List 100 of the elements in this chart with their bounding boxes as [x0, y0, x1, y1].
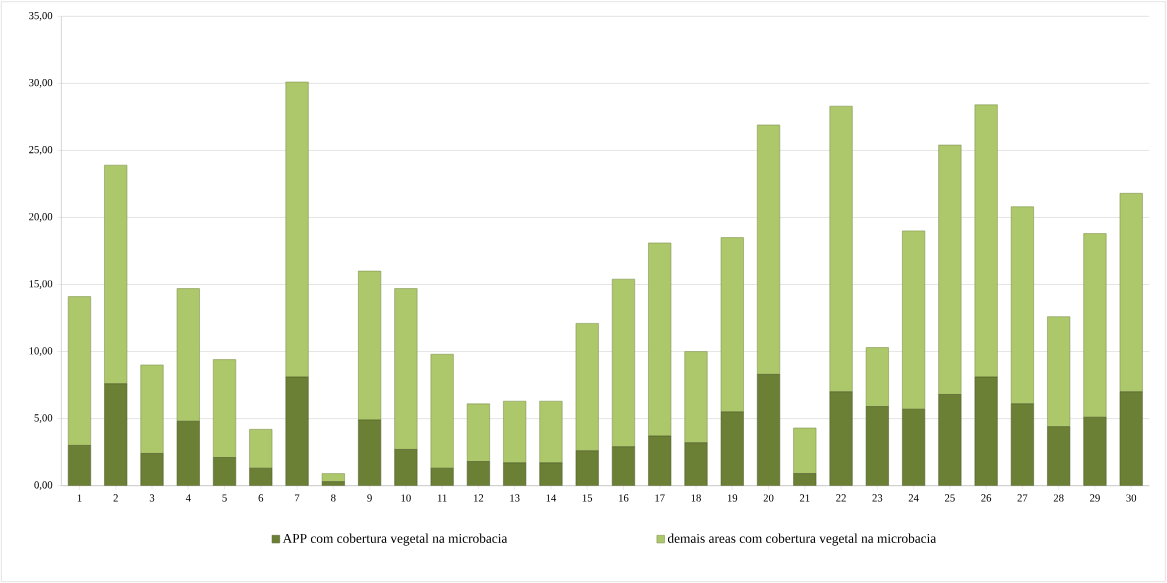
bar — [104, 164, 128, 385]
bar — [757, 374, 781, 486]
bar — [648, 242, 672, 437]
x-tick-label: 3 — [149, 494, 155, 502]
x-tick-label: 14 — [546, 494, 557, 502]
bar — [974, 376, 998, 486]
bar — [684, 442, 708, 486]
bar — [974, 104, 998, 378]
bar — [213, 359, 237, 458]
y-tick-label: 20,00 — [29, 213, 53, 222]
x-tick-label: 1 — [77, 494, 82, 502]
y-tick-label: 35,00 — [29, 11, 53, 21]
bar — [249, 467, 273, 486]
x-tick-label: 30 — [1126, 494, 1137, 502]
bar — [648, 435, 672, 486]
bar — [829, 105, 853, 393]
x-tick-label: 11 — [437, 494, 447, 502]
bar — [938, 394, 962, 486]
bar — [213, 457, 237, 486]
bar — [430, 467, 454, 486]
x-tick-label: 27 — [1017, 494, 1028, 502]
x-tick-label: 5 — [222, 494, 227, 502]
bar — [684, 351, 708, 444]
x-tick-label: 26 — [981, 494, 992, 502]
bar — [611, 278, 635, 448]
bar — [938, 144, 962, 395]
bar — [358, 270, 382, 421]
bar — [539, 462, 563, 486]
bar — [902, 230, 926, 410]
bar — [1119, 193, 1143, 393]
bar — [1047, 426, 1071, 486]
bar — [1083, 417, 1107, 486]
bar — [1047, 316, 1071, 427]
x-tick-label: 22 — [836, 494, 846, 502]
bar — [611, 446, 635, 486]
bar — [539, 400, 563, 464]
legend-label: demais areas com cobertura vegetal na microbacia — [667, 533, 937, 546]
y-tick-label: 10,00 — [29, 347, 53, 356]
bar — [720, 411, 744, 486]
bar — [1119, 391, 1143, 486]
x-tick-label: 6 — [258, 494, 264, 502]
bar — [757, 124, 781, 375]
x-tick-label: 8 — [331, 494, 336, 502]
bar — [285, 376, 309, 486]
bar — [394, 449, 418, 486]
bar — [865, 406, 889, 486]
y-tick-label: 30,00 — [29, 79, 53, 88]
bar — [176, 288, 200, 422]
x-tick-label: 20 — [763, 494, 774, 502]
x-tick-label: 21 — [799, 494, 810, 502]
bar — [394, 288, 418, 450]
x-tick-label: 13 — [510, 494, 520, 502]
bar — [793, 427, 817, 474]
bar — [67, 445, 91, 486]
x-tick-label: 9 — [367, 494, 372, 502]
bar — [140, 453, 164, 486]
x-tick-label: 29 — [1090, 494, 1100, 502]
x-tick-label: 25 — [945, 494, 955, 502]
x-tick-label: 17 — [655, 494, 665, 502]
bar — [321, 481, 345, 486]
bar — [1010, 206, 1034, 405]
bar — [902, 408, 926, 486]
x-tick-label: 18 — [691, 494, 701, 502]
x-tick-label: 16 — [619, 494, 629, 502]
bar — [176, 421, 200, 486]
legend-label: APP com cobertura vegetal na microbacia — [282, 533, 508, 546]
bar — [321, 473, 345, 482]
bar — [67, 296, 91, 446]
bar — [285, 81, 309, 378]
x-tick-label: 15 — [582, 494, 593, 502]
bar — [104, 383, 128, 486]
y-tick-label: 0,00 — [34, 481, 53, 491]
x-tick-label: 19 — [727, 494, 738, 502]
bar — [793, 473, 817, 486]
bar — [1010, 403, 1034, 486]
x-tick-label: 23 — [872, 494, 883, 502]
bar — [249, 429, 273, 469]
bar — [720, 237, 744, 413]
bar — [358, 419, 382, 486]
x-tick-label: 7 — [295, 494, 300, 502]
x-tick-label: 10 — [401, 494, 411, 502]
y-tick-label: 15,00 — [29, 280, 53, 289]
bar — [575, 450, 599, 486]
x-tick-label: 4 — [185, 494, 191, 502]
bar — [575, 323, 599, 452]
x-tick-label: 2 — [113, 494, 118, 502]
x-tick-label: 24 — [908, 494, 919, 502]
bar — [503, 400, 527, 464]
bar — [829, 391, 853, 486]
bar — [430, 353, 454, 469]
bar — [503, 462, 527, 486]
bar — [466, 461, 490, 486]
bar — [865, 347, 889, 407]
bar — [466, 403, 490, 462]
x-tick-label: 28 — [1053, 494, 1064, 502]
bar — [1083, 233, 1107, 418]
y-tick-label: 5,00 — [34, 414, 53, 423]
bar — [140, 364, 164, 454]
x-tick-label: 12 — [474, 494, 484, 502]
y-tick-label: 25,00 — [29, 146, 53, 155]
